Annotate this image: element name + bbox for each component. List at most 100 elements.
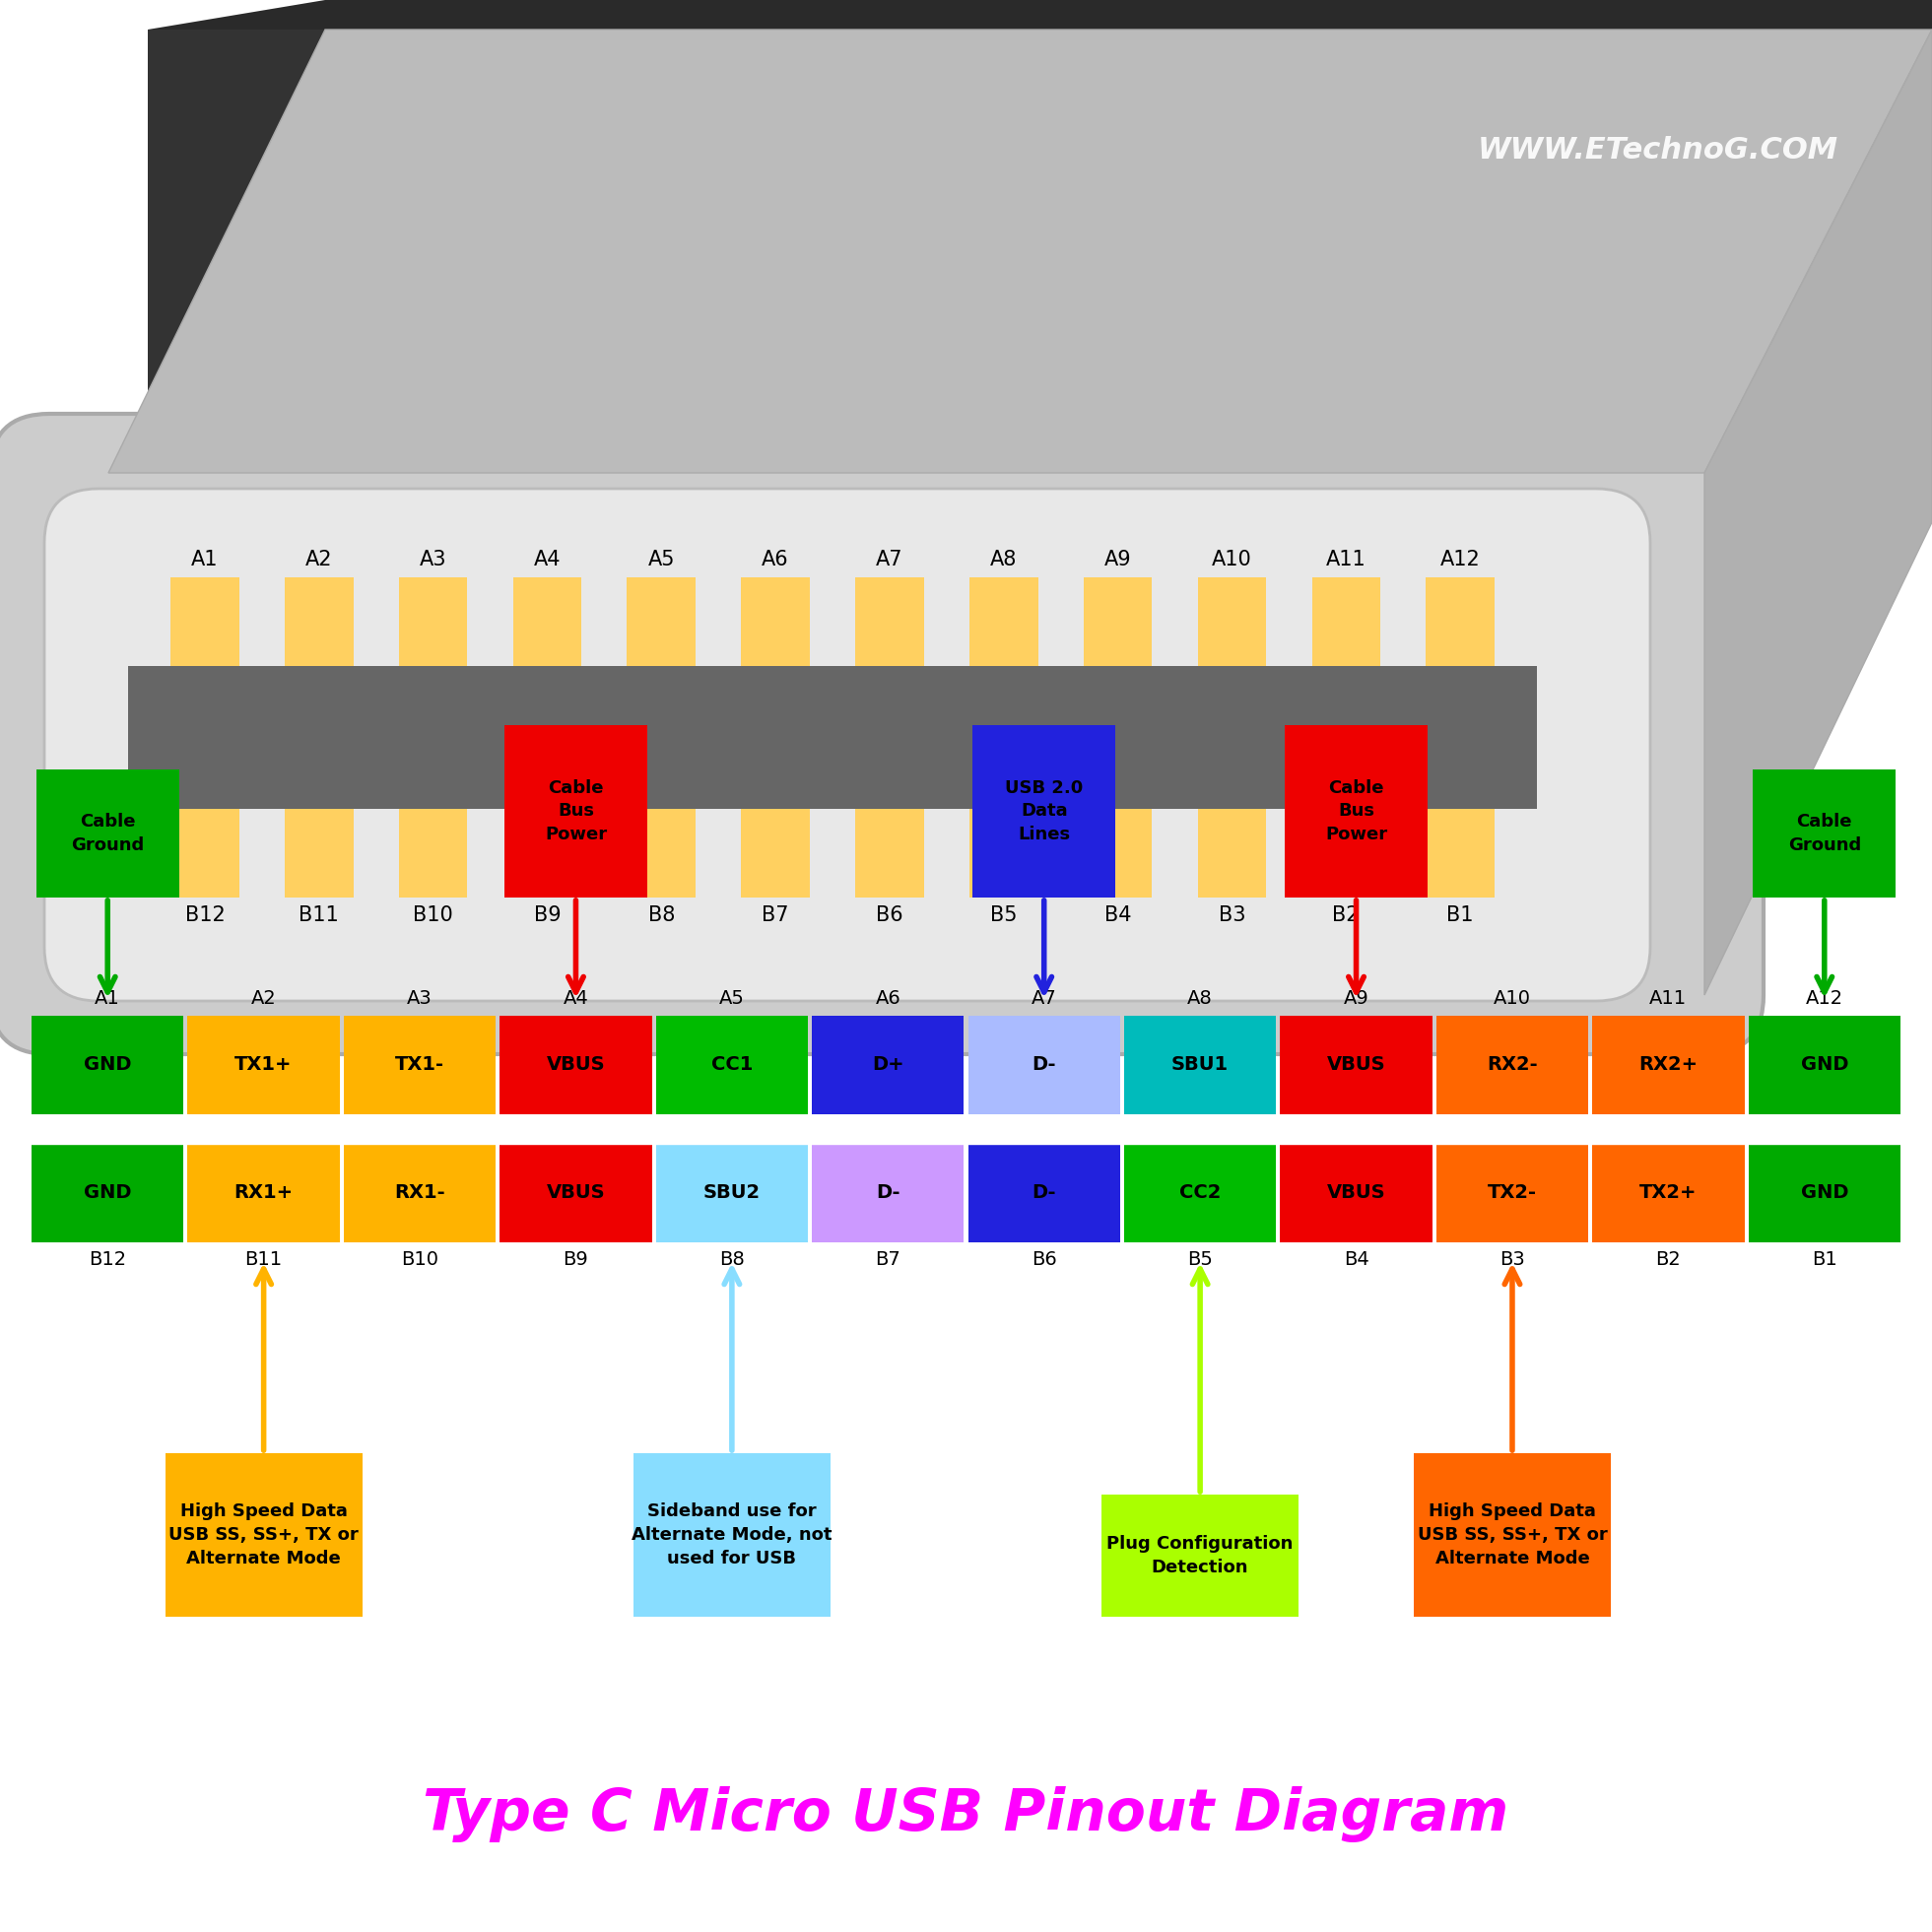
Text: B9: B9 (562, 1250, 589, 1269)
Bar (968, 1016, 1121, 1115)
Bar (1198, 810, 1265, 898)
Text: B2: B2 (1333, 906, 1360, 925)
Text: SBU2: SBU2 (703, 1184, 761, 1202)
Text: A6: A6 (761, 551, 788, 570)
Bar (628, 578, 696, 667)
FancyBboxPatch shape (1752, 769, 1895, 898)
Text: A11: A11 (1325, 551, 1366, 570)
Bar (628, 810, 696, 898)
Text: B8: B8 (719, 1250, 744, 1269)
Bar (398, 810, 468, 898)
Text: B12: B12 (185, 906, 224, 925)
Bar (170, 810, 240, 898)
Text: B3: B3 (1499, 1250, 1524, 1269)
Text: B1: B1 (1447, 906, 1474, 925)
Text: A9: A9 (1105, 551, 1132, 570)
Bar (187, 1016, 340, 1115)
Text: A11: A11 (1650, 989, 1687, 1009)
Text: A7: A7 (875, 551, 902, 570)
Bar (1124, 1144, 1277, 1242)
Text: B5: B5 (1188, 1250, 1213, 1269)
Bar (284, 810, 354, 898)
Text: RX2+: RX2+ (1638, 1055, 1698, 1074)
FancyBboxPatch shape (634, 1453, 831, 1617)
Text: A5: A5 (719, 989, 744, 1009)
Text: GND: GND (83, 1055, 131, 1074)
FancyBboxPatch shape (972, 724, 1115, 898)
Bar (742, 810, 810, 898)
Text: GND: GND (1801, 1055, 1849, 1074)
Text: SBU1: SBU1 (1171, 1055, 1229, 1074)
Text: A4: A4 (533, 551, 560, 570)
Text: A12: A12 (1439, 551, 1480, 570)
Text: B9: B9 (533, 906, 560, 925)
Polygon shape (147, 0, 1932, 29)
Bar (1281, 1016, 1432, 1115)
Bar (970, 810, 1037, 898)
Text: RX1-: RX1- (394, 1184, 444, 1202)
Text: WWW.ETechnoG.COM: WWW.ETechnoG.COM (1478, 135, 1839, 164)
Text: B7: B7 (875, 1250, 900, 1269)
Text: B6: B6 (1032, 1250, 1057, 1269)
Text: VBUS: VBUS (1327, 1055, 1385, 1074)
Text: Sideband use for
Alternate Mode, not
used for USB: Sideband use for Alternate Mode, not use… (632, 1503, 833, 1567)
Bar (1084, 578, 1151, 667)
Text: RX2-: RX2- (1488, 1055, 1538, 1074)
Text: A1: A1 (95, 989, 120, 1009)
FancyBboxPatch shape (1101, 1495, 1298, 1617)
FancyBboxPatch shape (1414, 1453, 1611, 1617)
Bar (1084, 810, 1151, 898)
Text: VBUS: VBUS (547, 1184, 605, 1202)
Text: D-: D- (875, 1184, 900, 1202)
Bar (514, 810, 582, 898)
Text: A9: A9 (1343, 989, 1370, 1009)
Bar (1435, 1016, 1588, 1115)
Text: TX1-: TX1- (396, 1055, 444, 1074)
Text: High Speed Data
USB SS, SS+, TX or
Alternate Mode: High Speed Data USB SS, SS+, TX or Alter… (168, 1503, 359, 1567)
Bar (811, 1144, 964, 1242)
Text: B10: B10 (413, 906, 454, 925)
Bar (1426, 578, 1493, 667)
Text: Type C Micro USB Pinout Diagram: Type C Micro USB Pinout Diagram (423, 1785, 1509, 1841)
Polygon shape (1704, 29, 1932, 995)
Text: A10: A10 (1211, 551, 1252, 570)
Bar (811, 1016, 964, 1115)
Text: B4: B4 (1105, 906, 1132, 925)
Text: B7: B7 (761, 906, 788, 925)
FancyBboxPatch shape (44, 489, 1650, 1001)
Text: A2: A2 (251, 989, 276, 1009)
Bar (128, 667, 1538, 810)
Text: A3: A3 (419, 551, 446, 570)
Bar (344, 1144, 497, 1242)
Text: B2: B2 (1656, 1250, 1681, 1269)
Text: Cable
Ground: Cable Ground (1787, 813, 1861, 854)
Bar (1592, 1016, 1745, 1115)
Text: D+: D+ (871, 1055, 904, 1074)
Text: B5: B5 (989, 906, 1018, 925)
Text: High Speed Data
USB SS, SS+, TX or
Alternate Mode: High Speed Data USB SS, SS+, TX or Alter… (1418, 1503, 1607, 1567)
Bar (398, 578, 468, 667)
FancyBboxPatch shape (0, 413, 1764, 1055)
Text: D-: D- (1032, 1184, 1057, 1202)
Polygon shape (147, 29, 1932, 522)
Text: A2: A2 (305, 551, 332, 570)
FancyBboxPatch shape (1285, 724, 1428, 898)
Text: A10: A10 (1493, 989, 1530, 1009)
Bar (31, 1016, 184, 1115)
Text: B8: B8 (647, 906, 674, 925)
Text: D-: D- (1032, 1055, 1057, 1074)
Bar (1426, 810, 1493, 898)
Text: RX1+: RX1+ (234, 1184, 294, 1202)
Text: TX1+: TX1+ (236, 1055, 292, 1074)
Text: B12: B12 (89, 1250, 126, 1269)
Text: A3: A3 (408, 989, 433, 1009)
Bar (655, 1144, 808, 1242)
Bar (1312, 810, 1379, 898)
Text: A12: A12 (1806, 989, 1843, 1009)
Polygon shape (108, 29, 1932, 473)
Text: B4: B4 (1343, 1250, 1370, 1269)
Text: USB 2.0
Data
Lines: USB 2.0 Data Lines (1005, 779, 1084, 844)
Text: CC1: CC1 (711, 1055, 753, 1074)
Bar (187, 1144, 340, 1242)
Text: B3: B3 (1219, 906, 1246, 925)
